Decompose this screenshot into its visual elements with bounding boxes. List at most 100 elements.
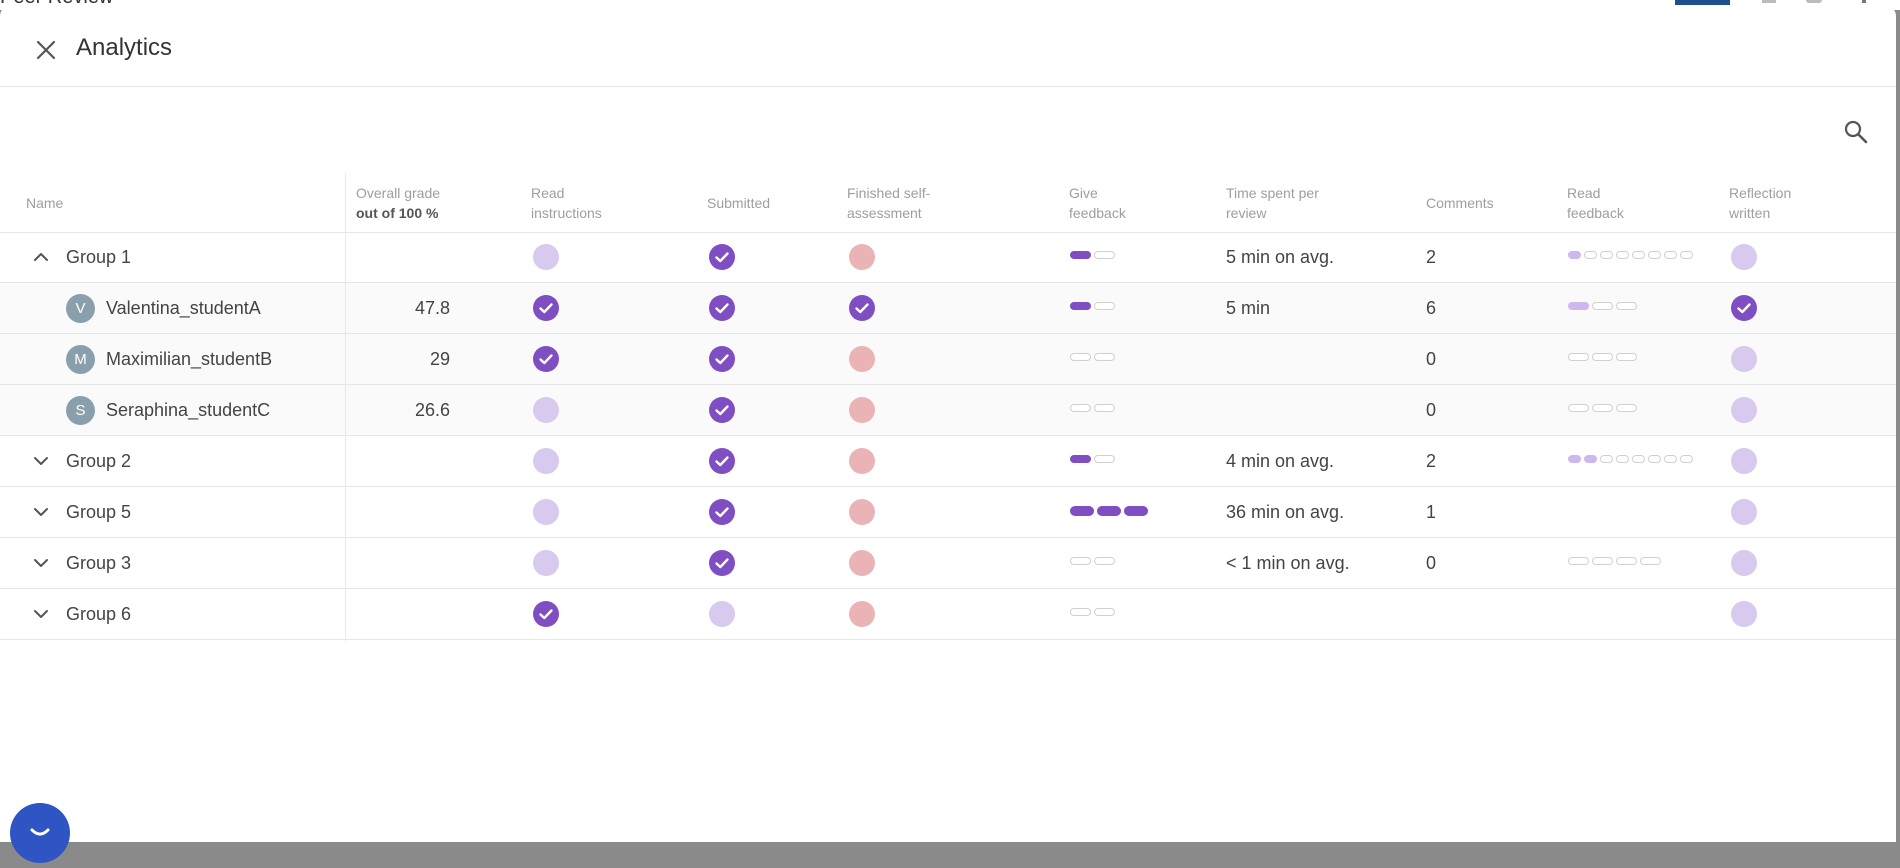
self_assessment-status-icon: [849, 295, 875, 321]
col-header-grade[interactable]: Overall grade out of 100 %: [356, 183, 440, 223]
col-header-self-assessment[interactable]: Finished self- assessment: [847, 183, 930, 223]
read-feedback-progress: [1568, 251, 1693, 263]
read-feedback-progress: [1568, 404, 1637, 416]
give-feedback-progress: [1070, 455, 1115, 467]
col-header-line: Read: [531, 185, 565, 201]
col-header-comments[interactable]: Comments: [1426, 195, 1494, 211]
overall-grade: [380, 436, 450, 486]
background-user-icon: [1806, 0, 1822, 3]
overall-grade: [380, 538, 450, 588]
comments-count: 1: [1426, 501, 1437, 522]
progress-segment: [1616, 302, 1637, 310]
read_instructions-status-icon: [533, 295, 559, 321]
col-header-name[interactable]: Name: [26, 195, 64, 211]
close-button[interactable]: [30, 34, 62, 66]
modal-title: Analytics: [76, 34, 173, 61]
group-row[interactable]: Group 3 < 1 min on avg. 0: [0, 538, 1896, 589]
self_assessment-status-icon: [849, 448, 875, 474]
reflection-status-icon: [1731, 244, 1757, 270]
progress-segment: [1616, 251, 1629, 259]
group-name: Group 2: [66, 450, 132, 471]
read_instructions-status-icon: [533, 499, 559, 525]
col-header-line: Read: [1567, 185, 1601, 201]
background-fullscreen-icon: [1762, 0, 1776, 3]
time-spent: 4 min on avg.: [1226, 450, 1335, 471]
progress-segment: [1568, 353, 1589, 361]
progress-segment: [1680, 251, 1693, 259]
avatar: S: [66, 396, 95, 425]
student-row: M Maximilian_studentB 29 0: [0, 334, 1896, 385]
group-row[interactable]: Group 2 4 min on avg. 2: [0, 436, 1896, 487]
progress-segment: [1616, 557, 1637, 565]
comments-count: 2: [1426, 246, 1437, 267]
col-header-submitted[interactable]: Submitted: [707, 195, 771, 211]
chevron-down-icon[interactable]: [30, 603, 52, 625]
col-header-read-feedback[interactable]: Read feedback: [1567, 183, 1624, 223]
progress-segment: [1632, 455, 1645, 463]
self_assessment-status-icon: [849, 499, 875, 525]
col-header-line: Finished self-: [847, 185, 931, 201]
student-name: Seraphina_studentC: [106, 399, 271, 420]
chevron-up-icon[interactable]: [30, 246, 52, 268]
submitted-status-icon: [709, 448, 735, 474]
time-spent: 36 min on avg.: [1226, 501, 1345, 522]
overall-grade: 29: [429, 348, 450, 369]
group-row[interactable]: Group 1 5 min on avg. 2: [0, 232, 1896, 283]
progress-segment: [1094, 251, 1115, 259]
group-name: Group 3: [66, 552, 132, 573]
progress-segment: [1094, 353, 1115, 361]
read_instructions-status-icon: [533, 397, 559, 423]
read_instructions-status-icon: [533, 346, 559, 372]
read-feedback-progress: [1568, 557, 1661, 569]
student-row: V Valentina_studentA 47.8 5 min 6: [0, 283, 1896, 334]
submitted-status-icon: [709, 601, 735, 627]
chevron-down-icon[interactable]: [30, 450, 52, 472]
search-button[interactable]: [1840, 116, 1872, 148]
submitted-status-icon: [709, 346, 735, 372]
col-header-read-instructions[interactable]: Read instructions: [531, 183, 602, 223]
progress-segment: [1648, 251, 1661, 259]
group-row[interactable]: Group 5 36 min on avg. 1: [0, 487, 1896, 538]
modal-header: Analytics: [0, 6, 1896, 87]
col-header-give-feedback[interactable]: Give feedback: [1069, 183, 1126, 223]
progress-segment: [1600, 455, 1613, 463]
progress-segment: [1600, 251, 1613, 259]
progress-segment: [1070, 251, 1091, 259]
progress-segment: [1568, 455, 1581, 463]
time-spent: 5 min on avg.: [1226, 246, 1335, 267]
background-button: [1675, 0, 1730, 5]
progress-segment: [1616, 353, 1637, 361]
progress-segment: [1070, 353, 1091, 361]
progress-segment: [1070, 557, 1091, 565]
close-icon: [36, 40, 56, 60]
submitted-status-icon: [709, 397, 735, 423]
col-header-time-spent[interactable]: Time spent per review: [1226, 183, 1319, 223]
comments-count: 0: [1426, 552, 1437, 573]
group-row[interactable]: Group 6: [0, 589, 1896, 640]
col-header-line: assessment: [847, 205, 922, 221]
self_assessment-status-icon: [849, 601, 875, 627]
progress-segment: [1070, 608, 1091, 616]
chevron-down-icon[interactable]: [30, 552, 52, 574]
col-header-reflection[interactable]: Reflection written: [1729, 183, 1791, 223]
reflection-status-icon: [1731, 550, 1757, 576]
progress-segment: [1070, 404, 1091, 412]
reflection-status-icon: [1731, 346, 1757, 372]
col-header-line: Give: [1069, 185, 1098, 201]
overall-grade: 26.6: [414, 399, 450, 420]
progress-segment: [1584, 251, 1597, 259]
col-header-line: Reflection: [1729, 185, 1792, 201]
chat-launcher-button[interactable]: [10, 803, 70, 863]
col-header-line: feedback: [1069, 205, 1126, 221]
progress-segment: [1124, 506, 1148, 516]
progress-segment: [1568, 251, 1581, 259]
give-feedback-progress: [1070, 353, 1115, 365]
col-header-line: feedback: [1567, 205, 1624, 221]
progress-segment: [1632, 251, 1645, 259]
chevron-down-icon[interactable]: [30, 501, 52, 523]
give-feedback-progress: [1070, 608, 1115, 620]
time-spent: < 1 min on avg.: [1226, 552, 1350, 573]
give-feedback-progress: [1070, 404, 1115, 416]
comments-count: 2: [1426, 450, 1437, 471]
progress-segment: [1070, 455, 1091, 463]
